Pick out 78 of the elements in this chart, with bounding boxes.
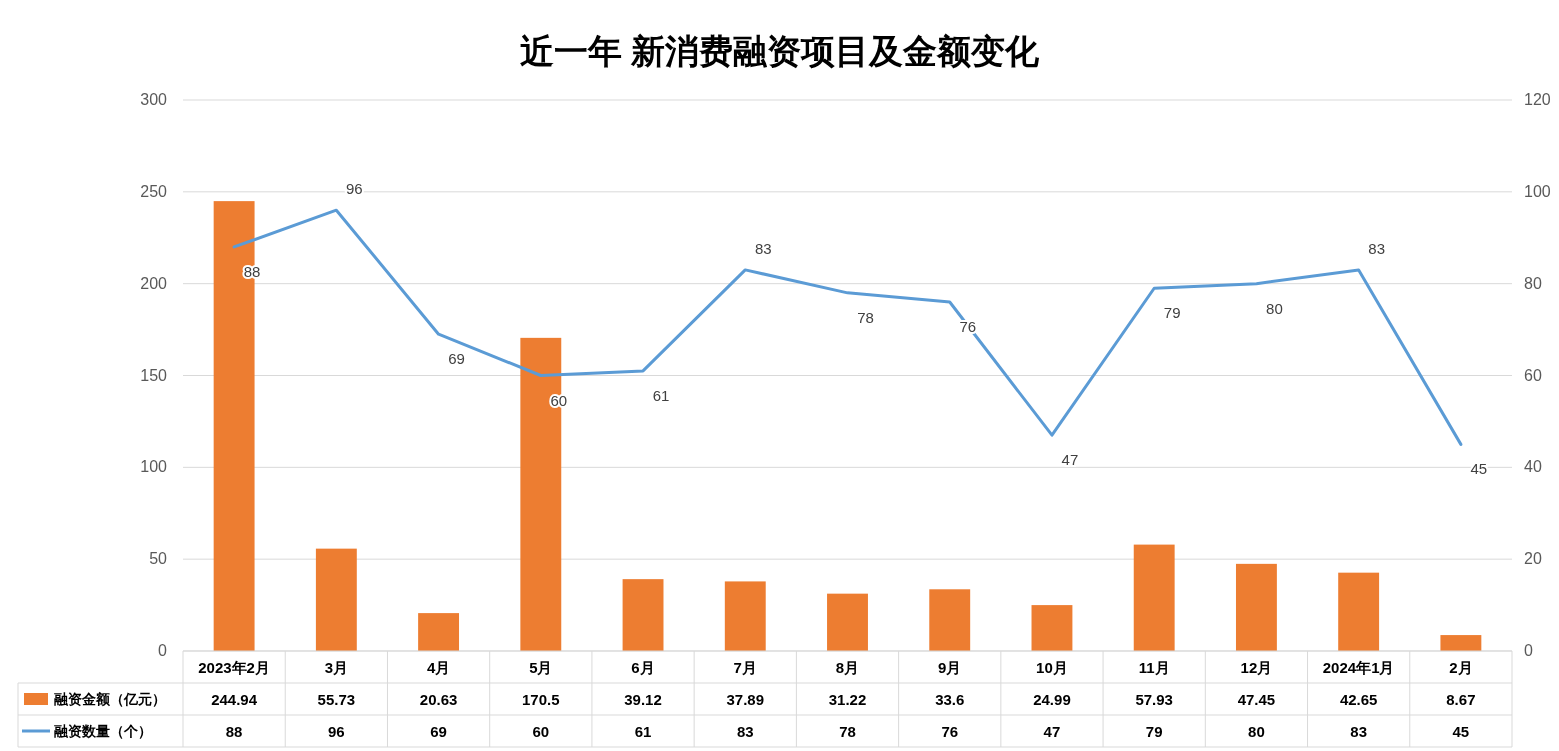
bar [1133,544,1175,651]
data-label: 96 [328,723,345,740]
text: 96 [346,180,363,198]
bar [1440,635,1482,651]
data-label: 61 [634,723,652,740]
data-label: 244.94 [211,691,258,708]
x-tick-label: 12月 [1240,659,1273,676]
data-label: 31.22 [828,691,867,708]
data-label: 78 [839,723,856,740]
y2-tick-label: 80 [1524,274,1542,292]
data-label: 83 [736,723,754,740]
text: 45 [1470,460,1488,478]
data-label: 20.63 [419,691,458,708]
bar [1338,572,1380,651]
text: 47 [1061,451,1079,469]
x-tick-label: 9月 [938,659,962,676]
text: 61 [652,386,670,404]
data-label: 55.73 [317,691,356,708]
bar [418,613,460,651]
data-label: 76 [941,723,959,740]
data-label: 45 [1452,723,1470,740]
bar [1235,563,1277,651]
data-label: 60 [532,723,550,740]
x-tick-label: 11月 [1138,659,1170,676]
x-tick-label: 2024年1月 [1322,659,1395,676]
x-tick-label: 3月 [324,659,349,676]
x-tick-label: 2023年2月 [198,659,270,676]
text: 83 [754,239,772,257]
text: 79 [1163,304,1181,322]
line-series [232,208,1463,446]
bar [827,593,868,651]
text: 78 [857,308,874,326]
x-tick-label: 5月 [529,659,553,676]
bar [315,548,357,651]
data-label: 8.67 [1446,691,1476,708]
y-tick-label: 150 [140,366,168,384]
y2-tick-label: 0 [1524,642,1533,659]
chart-title: 近一年 新消费融资项目及金额变化 [519,32,1041,70]
x-tick-label: 8月 [835,659,860,676]
y2-tick-label: 20 [1524,550,1542,568]
y-tick-label: 50 [149,550,168,568]
legend-label: 融资金额（亿元） [54,691,166,707]
data-label: 42.65 [1339,691,1378,708]
data-label: 39.12 [624,691,662,708]
y-tick-label: 100 [140,458,168,476]
data-label: 24.99 [1033,691,1071,708]
data-label: 57.93 [1135,691,1173,708]
legend-label: 融资数量（个） [54,723,152,739]
text: 69 [448,350,465,368]
y-tick-label: 250 [140,182,168,200]
data-label: 47.45 [1237,691,1276,708]
bar [622,579,664,651]
bar [1031,605,1073,651]
y2-tick-label: 120 [1524,91,1551,108]
data-label: 88 [225,723,243,740]
data-label: 80 [1248,723,1265,740]
text: 83 [1368,239,1385,257]
y2-tick-label: 60 [1524,366,1542,384]
bar [929,589,971,651]
x-tick-label: 4月 [426,659,451,676]
y-tick-label: 0 [158,642,168,659]
data-label: 47 [1043,723,1061,740]
data-label: 170.5 [522,691,560,708]
y-tick-label: 300 [140,91,168,108]
text: 80 [1266,299,1283,317]
data-label: 69 [430,723,447,740]
y2-tick-label: 40 [1524,458,1542,476]
x-tick-label: 6月 [631,659,655,676]
x-tick-label: 10月 [1036,659,1068,676]
data-label: 33.6 [935,691,965,708]
x-tick-label: 2月 [1449,659,1473,676]
bar [724,581,766,651]
y2-tick-label: 100 [1524,182,1551,200]
data-label: 83 [1350,723,1367,740]
data-label: 37.89 [726,691,765,708]
y-tick-label: 200 [140,274,168,292]
data-label: 79 [1145,723,1163,740]
x-tick-label: 7月 [733,659,757,676]
